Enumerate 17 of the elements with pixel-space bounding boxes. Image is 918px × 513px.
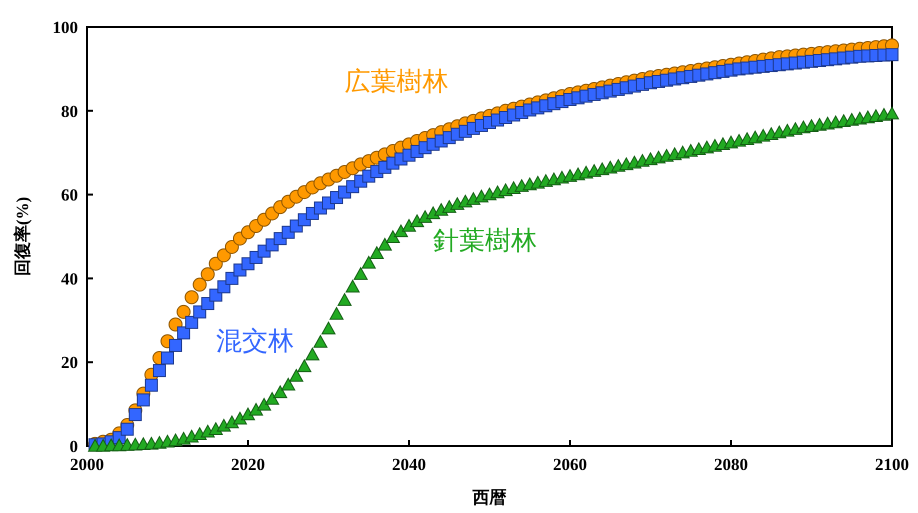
x-tick-label: 2100: [875, 455, 909, 474]
series-label: 針葉樹林: [433, 226, 538, 256]
x-tick-label: 2080: [714, 455, 748, 474]
y-tick-label: 80: [61, 102, 78, 121]
y-tick-label: 100: [52, 18, 78, 37]
y-tick-label: 40: [61, 269, 78, 288]
y-tick-label: 20: [61, 353, 78, 372]
x-axis-title: 西暦: [472, 488, 506, 507]
y-tick-label: 0: [70, 437, 78, 456]
series-label: 混交林: [216, 326, 294, 356]
x-tick-label: 2000: [70, 455, 104, 474]
x-tick-label: 2060: [553, 455, 587, 474]
y-tick-label: 60: [61, 186, 78, 205]
x-tick-label: 2040: [392, 455, 426, 474]
y-axis-title: 回復率(%): [13, 196, 32, 276]
series-label: 広葉樹林: [344, 66, 449, 96]
x-tick-label: 2020: [231, 455, 265, 474]
